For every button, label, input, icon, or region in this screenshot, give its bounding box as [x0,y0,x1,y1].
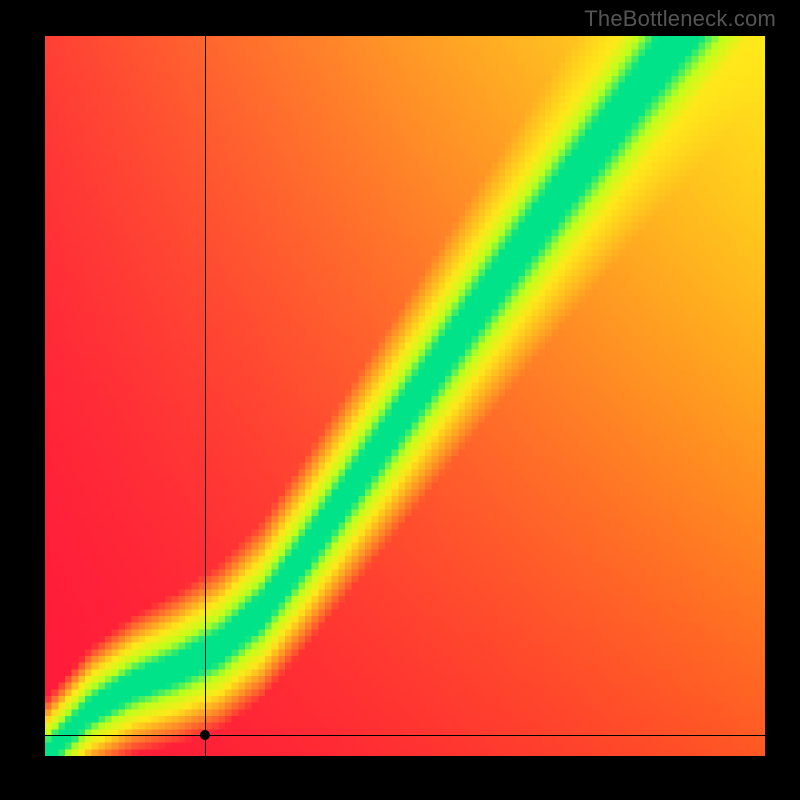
crosshair-horizontal [45,735,765,736]
bottleneck-heatmap [45,36,765,756]
crosshair-marker [200,730,210,740]
crosshair-vertical [205,36,206,756]
figure-container: { "watermark": { "text": "TheBottleneck.… [0,0,800,800]
watermark-text: TheBottleneck.com [584,6,776,32]
